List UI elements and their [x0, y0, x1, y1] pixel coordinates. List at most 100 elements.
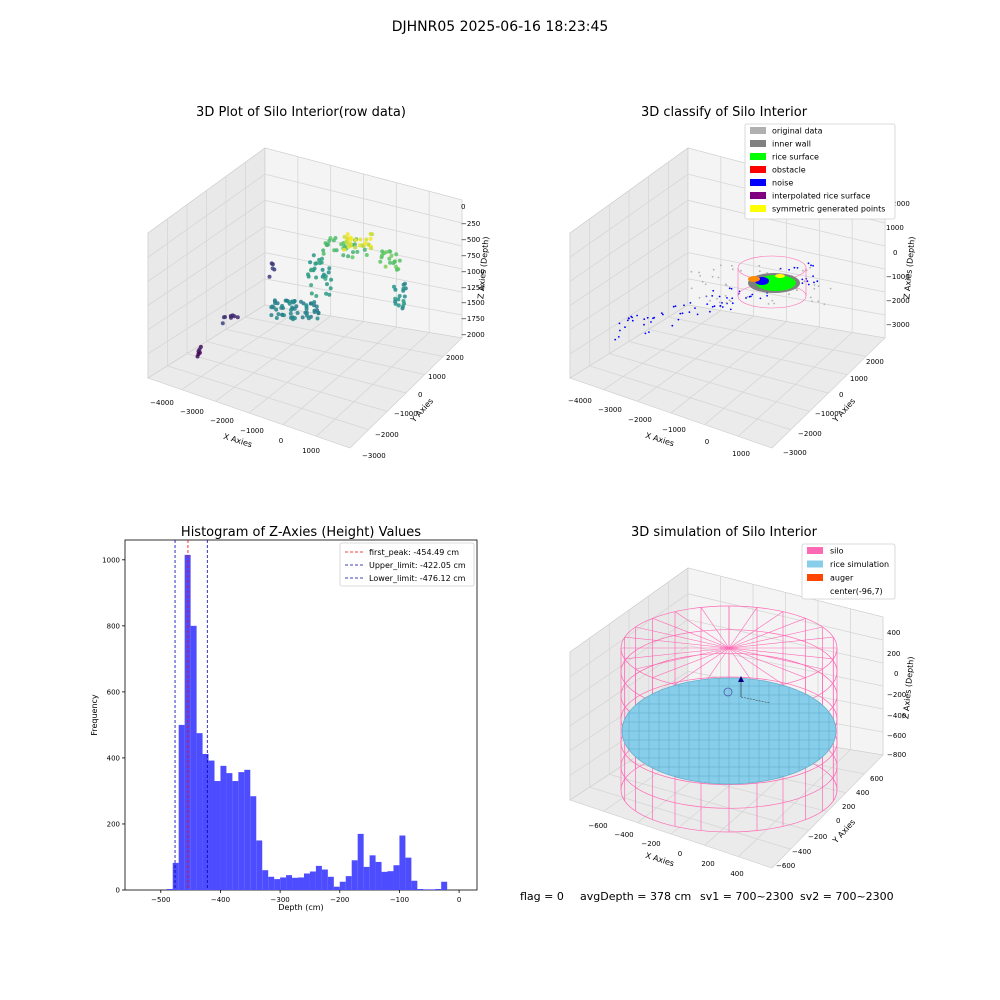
p4-zlabel: Z Axies (Depth) [901, 656, 915, 719]
histogram-bar [309, 871, 316, 890]
panel-histogram: Histogram of Z-Axies (Height) Values −50… [90, 525, 478, 912]
p1-point [380, 249, 385, 254]
histogram-bar [262, 870, 269, 890]
p1-ztick: −750 [461, 252, 480, 260]
p2-point [631, 319, 634, 322]
histogram-bar [303, 873, 310, 890]
histogram-x-tick-label: −200 [330, 896, 349, 904]
histogram-y-tick-label: 200 [107, 820, 120, 828]
status-sv1: sv1 = 700~2300 [700, 890, 794, 903]
p4-ylabel: Y Axies [830, 818, 857, 846]
p2-point [758, 264, 761, 267]
histogram-bar [339, 881, 346, 890]
legend-label: Lower_limit: -476.12 cm [369, 574, 466, 583]
p1-point [391, 261, 396, 266]
p2-point [793, 266, 796, 269]
p2-ztick: −3000 [886, 321, 910, 329]
p2-point [796, 289, 798, 292]
histogram-bar [375, 861, 382, 890]
p1-point [232, 314, 237, 319]
p2-xtick: −3000 [598, 406, 622, 414]
histogram-frame [124, 539, 478, 891]
p1-point [281, 306, 285, 310]
p1-ytick: −2000 [375, 431, 399, 439]
p2-point [829, 287, 832, 290]
p2-point [617, 336, 620, 338]
legend-label: noise [772, 179, 793, 188]
p1-point [196, 352, 201, 357]
p4-auger-mark [723, 687, 733, 697]
p2-point [746, 295, 749, 298]
p2-point [706, 303, 709, 305]
p2-xtick: 1000 [732, 450, 750, 458]
p2-point [801, 278, 804, 281]
histogram-bar [333, 886, 340, 890]
histogram-bar [274, 879, 281, 890]
p1-point [358, 237, 363, 242]
p4-ztick: 0 [894, 670, 898, 678]
p2-obstacle-mark [748, 276, 760, 282]
p4-xtick: 200 [701, 860, 714, 868]
p1-ytick: 2000 [446, 354, 464, 362]
p2-point [660, 312, 663, 314]
p2-point [767, 303, 770, 305]
p1-point [392, 284, 396, 289]
p2-point [711, 275, 714, 278]
p1-point [341, 253, 346, 258]
p2-symmetric-mark [775, 274, 785, 278]
p4-xtick: 400 [730, 870, 743, 878]
p2-point [718, 301, 721, 304]
p2-point [740, 269, 742, 272]
legend-label: center(-96,7) [830, 587, 883, 596]
panel4-legend: silo rice simulation auger center(-96,7) [801, 543, 896, 600]
p1-point [327, 266, 332, 271]
p4-auger [723, 676, 771, 704]
p1-point [321, 248, 326, 253]
p2-ztick: 1000 [886, 224, 904, 232]
p1-point [223, 315, 227, 319]
p1-zlabel: Z Axies (Depth) [476, 236, 490, 299]
histogram-y-tick-label: 600 [107, 688, 120, 696]
p2-point [817, 285, 820, 287]
legend-swatch [807, 574, 823, 581]
p2-point [690, 287, 693, 290]
p4-xlabel: X Axies [644, 851, 675, 868]
p1-point [333, 236, 338, 240]
p4-ytick: 200 [842, 803, 855, 811]
p2-point [699, 275, 702, 277]
legend-label: Upper_limit: -422.05 cm [369, 561, 466, 570]
p1-point [276, 312, 281, 317]
p4-ytick: −400 [792, 848, 811, 856]
p1-point [353, 238, 358, 243]
p1-point [235, 315, 240, 320]
histogram-bar [399, 835, 406, 890]
histogram-x-tick-label: −100 [390, 896, 409, 904]
p2-point [751, 293, 754, 296]
p1-point [321, 251, 326, 256]
legend-label: rice surface [772, 153, 819, 162]
p1-point [397, 294, 402, 298]
p2-point [646, 316, 649, 319]
p1-point [305, 313, 309, 318]
p2-point [681, 312, 684, 315]
p1-point [396, 267, 401, 272]
p1-point [352, 242, 357, 247]
histogram-x-ticks: −500 −400 −300 −200 −100 0 [151, 890, 461, 904]
p1-point [295, 311, 300, 315]
panel-raw-data: 3D Plot of Silo Interior(row data) −4000… [147, 105, 491, 460]
p2-point [711, 305, 714, 308]
p4-center-marker [738, 676, 744, 682]
p1-ztick: −250 [461, 220, 480, 228]
p2-point [728, 299, 731, 302]
legend-swatch [807, 560, 823, 568]
p2-point [725, 301, 728, 304]
p1-point [309, 283, 314, 288]
p1-point [368, 232, 373, 236]
histogram-bars [166, 554, 448, 890]
p1-point [311, 253, 316, 258]
p4-ytick: 400 [856, 789, 869, 797]
p2-point [716, 297, 718, 300]
p2-point [724, 283, 727, 286]
p4-ytick: −200 [808, 833, 827, 841]
